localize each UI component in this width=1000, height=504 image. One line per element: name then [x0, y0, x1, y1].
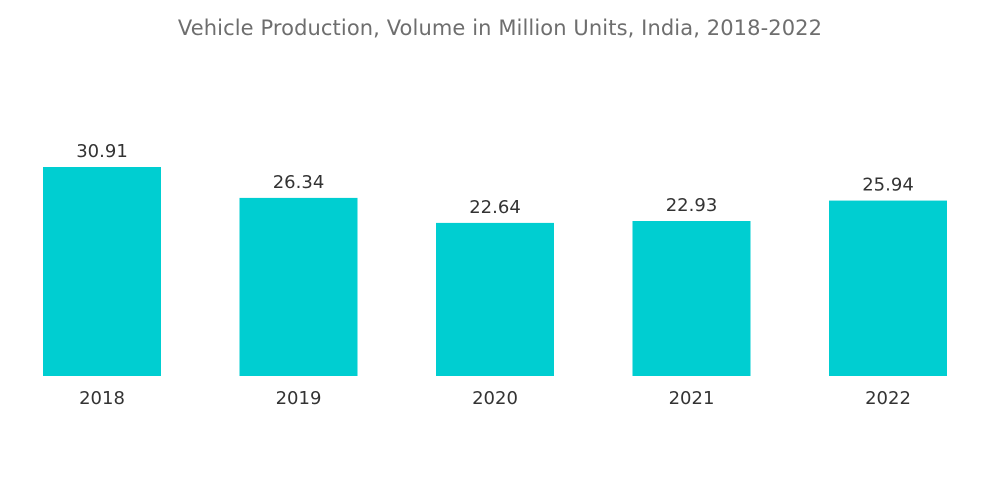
chart-title: Vehicle Production, Volume in Million Un…	[177, 16, 823, 40]
bar-2021	[632, 221, 751, 376]
bar-2019	[239, 197, 358, 376]
bar-2022	[829, 200, 947, 376]
bar-2018	[43, 167, 161, 376]
value-label-2019: 26.34	[273, 172, 325, 193]
value-label-2020: 22.64	[469, 197, 521, 218]
x-tick-label-2020: 2020	[472, 388, 518, 409]
bars-group	[43, 167, 947, 376]
value-label-2018: 30.91	[76, 141, 128, 162]
x-tick-label-2019: 2019	[276, 388, 322, 409]
value-labels-group: 30.91 26.34 22.64 22.93 25.94	[76, 141, 914, 218]
x-axis-ticks: 2018 2019 2020 2021 2022	[79, 388, 911, 409]
x-tick-label-2022: 2022	[865, 388, 911, 409]
x-tick-label-2018: 2018	[79, 388, 125, 409]
value-label-2021: 22.93	[666, 195, 718, 216]
bar-2020	[436, 222, 554, 376]
value-label-2022: 25.94	[862, 175, 914, 196]
x-tick-label-2021: 2021	[669, 388, 715, 409]
